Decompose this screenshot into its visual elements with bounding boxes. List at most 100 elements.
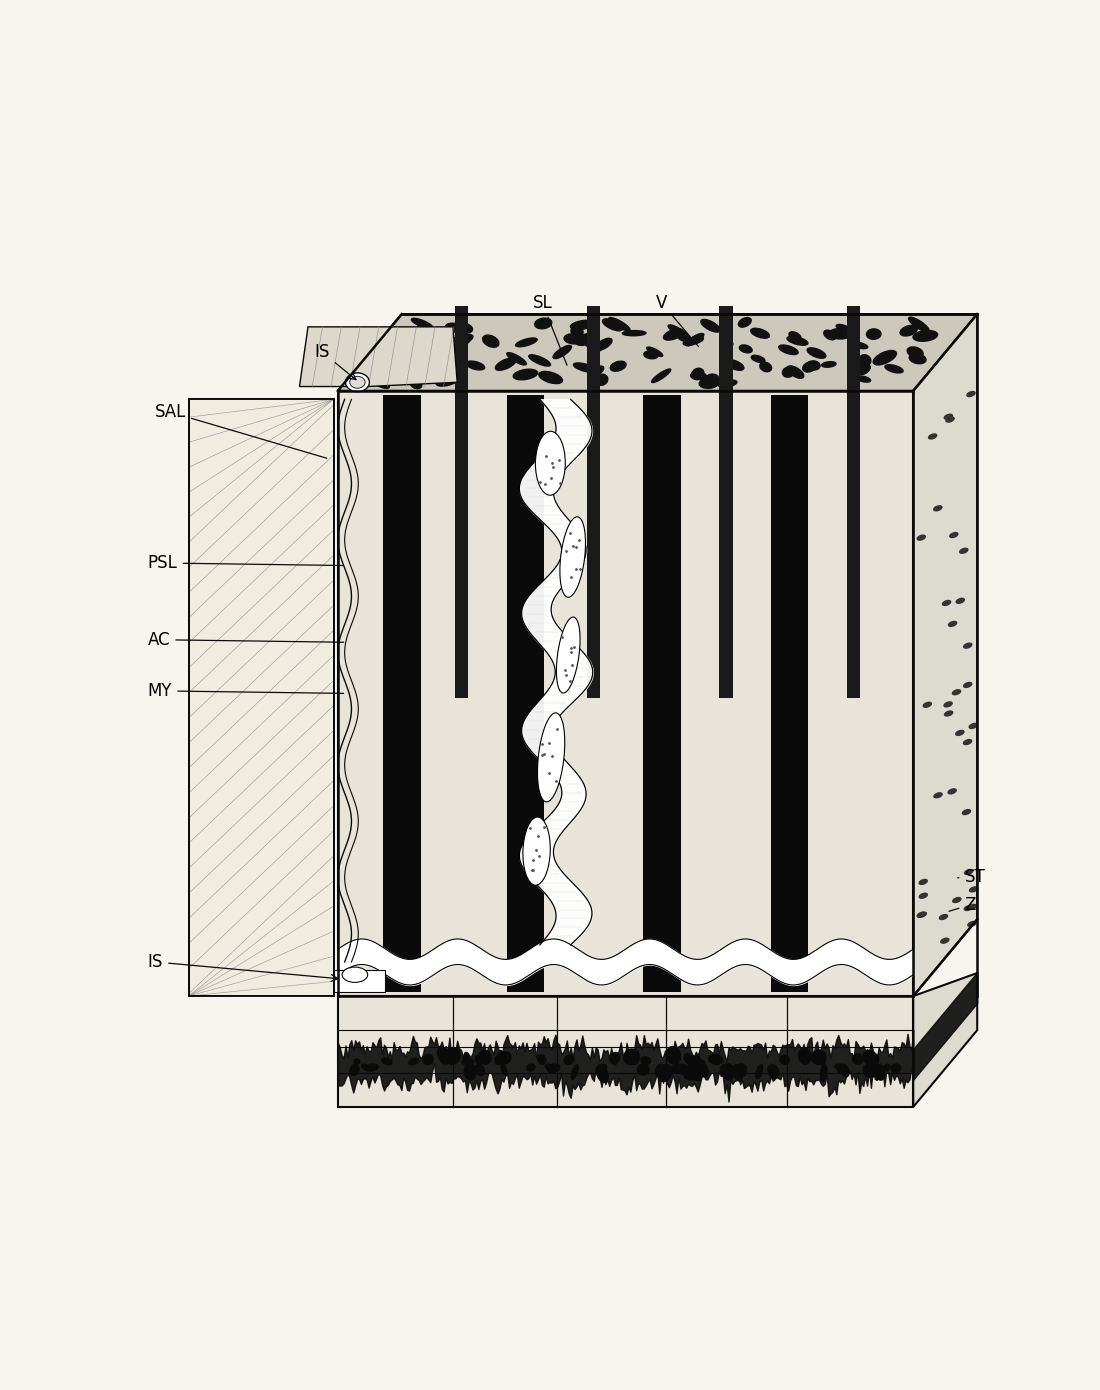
FancyBboxPatch shape [586,306,601,698]
Ellipse shape [859,354,871,366]
Ellipse shape [500,1052,512,1065]
Ellipse shape [782,367,794,377]
Ellipse shape [723,1065,735,1080]
Ellipse shape [408,1058,419,1065]
Polygon shape [913,314,977,997]
Ellipse shape [739,345,752,353]
Ellipse shape [483,335,499,348]
Ellipse shape [851,360,868,367]
Ellipse shape [969,887,978,892]
Ellipse shape [737,1063,747,1072]
Ellipse shape [807,348,826,359]
Ellipse shape [608,317,630,331]
Ellipse shape [756,1065,762,1079]
Ellipse shape [965,905,972,910]
Ellipse shape [949,532,958,538]
Ellipse shape [948,790,956,794]
Ellipse shape [667,1047,681,1065]
Ellipse shape [968,922,976,927]
Text: IS: IS [315,343,356,379]
Ellipse shape [529,354,551,366]
Ellipse shape [651,368,671,382]
Ellipse shape [910,353,926,364]
Ellipse shape [535,318,552,329]
Ellipse shape [409,378,422,389]
Ellipse shape [629,1055,639,1065]
Polygon shape [338,314,977,391]
Ellipse shape [734,1065,742,1081]
Ellipse shape [953,689,960,695]
Ellipse shape [575,332,598,345]
Ellipse shape [439,1052,446,1063]
Ellipse shape [571,320,595,329]
Ellipse shape [842,1065,849,1077]
Ellipse shape [502,1065,507,1074]
Ellipse shape [900,325,917,336]
Ellipse shape [407,346,426,356]
Ellipse shape [659,1065,672,1081]
Ellipse shape [350,377,365,388]
Ellipse shape [417,325,437,336]
Ellipse shape [908,348,923,357]
Ellipse shape [592,366,604,375]
Ellipse shape [946,417,954,423]
Ellipse shape [546,1065,551,1069]
Ellipse shape [522,817,550,885]
Text: IS: IS [147,954,338,981]
Ellipse shape [571,327,583,336]
Ellipse shape [495,359,516,370]
Ellipse shape [663,328,683,341]
Ellipse shape [362,1065,367,1069]
Ellipse shape [623,331,646,336]
Ellipse shape [943,600,950,606]
Ellipse shape [940,938,949,944]
Ellipse shape [538,713,564,802]
Ellipse shape [858,364,870,375]
Ellipse shape [824,331,836,339]
Ellipse shape [539,371,562,384]
Ellipse shape [560,517,585,598]
Polygon shape [338,997,913,1106]
Ellipse shape [969,723,977,728]
Ellipse shape [720,1065,734,1076]
Ellipse shape [637,1065,649,1074]
Ellipse shape [610,361,626,371]
Ellipse shape [962,809,970,815]
Ellipse shape [799,1048,811,1065]
Ellipse shape [964,682,971,688]
Ellipse shape [864,1065,878,1077]
Ellipse shape [679,1065,688,1074]
Ellipse shape [436,375,459,386]
Ellipse shape [876,1065,884,1080]
Ellipse shape [553,345,572,359]
Ellipse shape [928,434,937,439]
Ellipse shape [760,363,771,371]
Ellipse shape [603,318,623,331]
FancyBboxPatch shape [507,395,544,992]
Ellipse shape [354,1059,360,1065]
Ellipse shape [944,702,953,708]
Ellipse shape [965,870,972,874]
Ellipse shape [350,1065,359,1076]
Ellipse shape [944,414,953,420]
Ellipse shape [596,374,608,385]
Ellipse shape [708,1055,723,1065]
Ellipse shape [768,1065,779,1077]
FancyBboxPatch shape [644,395,681,992]
Ellipse shape [601,1065,606,1070]
Ellipse shape [701,320,721,332]
Ellipse shape [447,348,459,359]
Ellipse shape [718,379,737,388]
Ellipse shape [867,1065,877,1073]
Ellipse shape [705,374,719,385]
Ellipse shape [920,894,927,898]
Ellipse shape [892,1065,900,1073]
Ellipse shape [779,345,799,354]
Ellipse shape [564,334,585,343]
Ellipse shape [739,1065,746,1076]
Ellipse shape [547,1065,559,1073]
Polygon shape [338,391,913,997]
Ellipse shape [685,1055,700,1065]
Ellipse shape [786,336,807,345]
Ellipse shape [884,1065,890,1070]
